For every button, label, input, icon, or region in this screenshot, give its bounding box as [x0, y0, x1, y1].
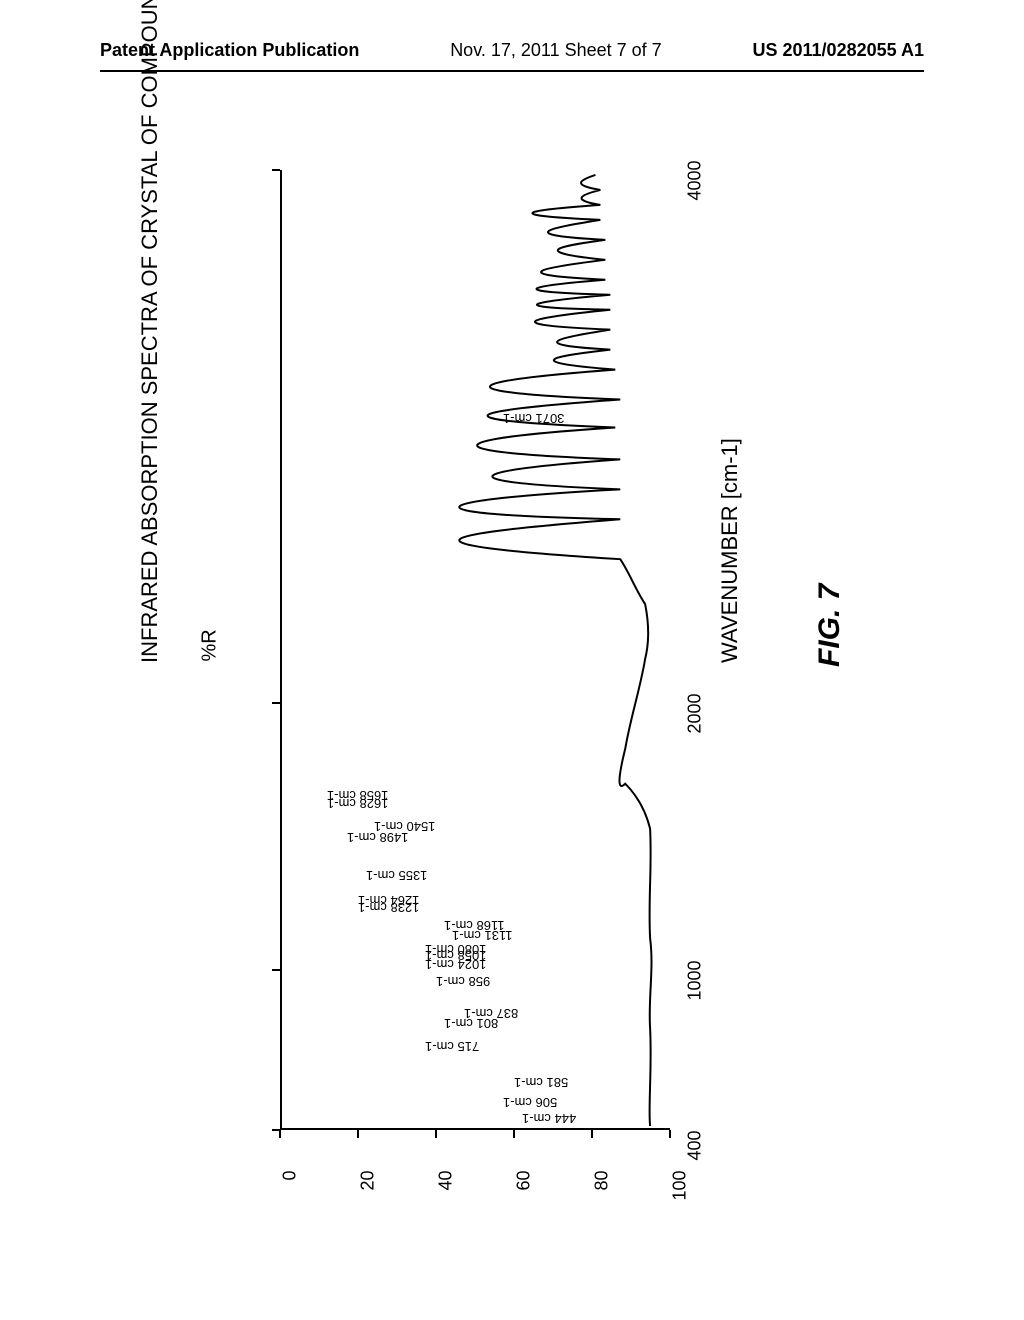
chart-title: INFRARED ABSORPTION SPECTRA OF CRYSTAL O… — [137, 0, 163, 663]
xtick-label: 1000 — [685, 960, 706, 1000]
ytick-label: 60 — [514, 1171, 535, 1191]
peak-label: 3071 cm-1 — [503, 411, 564, 426]
figure-7: INFRARED ABSORPTION SPECTRA OF CRYSTAL O… — [170, 150, 870, 1150]
peak-label: 715 cm-1 — [425, 1039, 479, 1054]
xtick-mark — [272, 702, 280, 704]
header-center: Nov. 17, 2011 Sheet 7 of 7 — [450, 40, 661, 61]
header-divider — [100, 70, 924, 72]
x-axis-label: WAVENUMBER [cm-1] — [717, 438, 743, 663]
peak-label: 958 cm-1 — [436, 974, 490, 989]
ytick-mark — [279, 1130, 281, 1138]
peak-label: 581 cm-1 — [514, 1075, 568, 1090]
ytick-mark — [435, 1130, 437, 1138]
ytick-label: 100 — [670, 1171, 691, 1201]
peak-label: 1355 cm-1 — [366, 868, 427, 883]
peak-label: 1238 cm-1 — [358, 900, 419, 915]
xtick-mark — [272, 969, 280, 971]
ytick-mark — [669, 1130, 671, 1138]
ytick-label: 0 — [280, 1171, 301, 1181]
ytick-label: 40 — [436, 1171, 457, 1191]
xtick-mark — [272, 169, 280, 171]
header-right: US 2011/0282055 A1 — [753, 40, 924, 61]
ytick-label: 20 — [358, 1171, 379, 1191]
peak-label: 1131 cm-1 — [452, 928, 512, 943]
peak-label: 506 cm-1 — [503, 1095, 557, 1110]
figure-label: FIG. 7 — [813, 584, 847, 667]
xtick-label: 400 — [685, 1130, 706, 1160]
xtick-label: 2000 — [685, 694, 706, 734]
peak-label: 1628 cm-1 — [327, 796, 388, 811]
ytick-label: 80 — [592, 1171, 613, 1191]
peak-label: 801 cm-1 — [444, 1016, 498, 1031]
ytick-mark — [591, 1130, 593, 1138]
ytick-mark — [513, 1130, 515, 1138]
peak-label: 1024 cm-1 — [425, 957, 486, 972]
y-axis-label: %R — [199, 629, 222, 661]
peak-label: 1498 cm-1 — [347, 830, 408, 845]
peak-label: 444 cm-1 — [522, 1111, 576, 1126]
xtick-label: 4000 — [685, 160, 706, 200]
ytick-mark — [357, 1130, 359, 1138]
